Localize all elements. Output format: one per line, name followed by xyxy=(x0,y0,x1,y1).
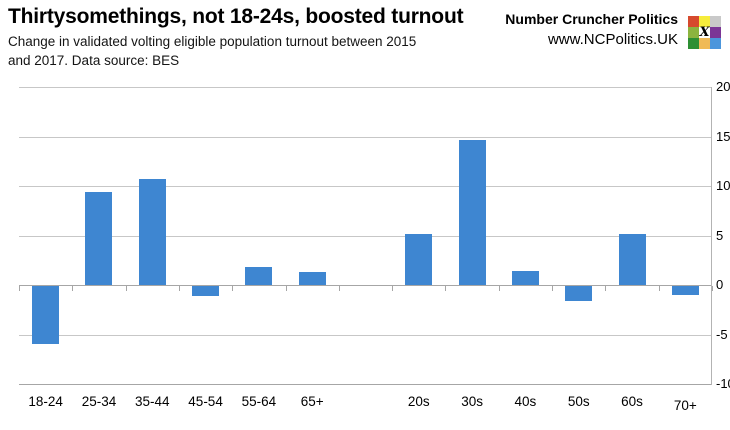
x-axis-tick-11 xyxy=(605,286,607,291)
gridline-15 xyxy=(19,136,712,138)
logo-cell-6 xyxy=(688,38,699,49)
gridline--10 xyxy=(19,384,712,385)
x-axis-label-20s: 20s xyxy=(407,394,430,409)
y-axis-label-5: 5 xyxy=(716,227,724,243)
bar-30s xyxy=(458,140,486,285)
bar-60s xyxy=(618,233,646,285)
x-axis-label-50s: 50s xyxy=(567,394,590,409)
y-axis-label-15: 15 xyxy=(716,128,730,144)
y-axis-label-0: 0 xyxy=(716,277,724,292)
bar-50s xyxy=(565,286,593,301)
brand-logo: X xyxy=(688,16,721,49)
x-axis-label-70+: 70+ xyxy=(673,398,697,413)
x-axis-label-18-24: 18-24 xyxy=(28,394,63,409)
x-axis-tick-0 xyxy=(19,286,20,291)
gridline-10 xyxy=(19,186,712,187)
bar-18-24 xyxy=(32,286,60,345)
bar-45-54 xyxy=(192,286,220,296)
y-axis-label-10: 10 xyxy=(716,178,730,193)
y-axis-line xyxy=(711,87,712,385)
bar-25-34 xyxy=(85,191,113,285)
y-axis-label-20: 20 xyxy=(716,79,730,94)
zero-axis xyxy=(19,285,712,286)
x-axis-tick-10 xyxy=(552,286,554,291)
logo-cell-3 xyxy=(688,27,699,38)
logo-cell-2 xyxy=(710,16,721,27)
page-subtitle-line2: and 2017. Data source: BES xyxy=(8,52,180,68)
page-title: Thirtysomethings, not 18-24s, boosted tu… xyxy=(8,5,464,28)
x-axis-tick-9 xyxy=(498,286,500,291)
x-axis-label-45-54: 45-54 xyxy=(188,394,223,409)
x-axis-label-40s: 40s xyxy=(514,394,537,409)
logo-x: X xyxy=(699,25,710,40)
y-axis-label--5: -5 xyxy=(716,326,728,342)
x-axis-tick-1 xyxy=(72,286,74,291)
gridline--5 xyxy=(19,334,712,336)
gridline-20 xyxy=(19,87,712,88)
bar-35-44 xyxy=(138,179,166,285)
x-axis-label-55-64: 55-64 xyxy=(241,394,277,409)
x-axis-tick-3 xyxy=(178,286,180,291)
x-axis-label-65+: 65+ xyxy=(300,394,324,409)
gridline-5 xyxy=(19,235,712,237)
x-axis-tick-4 xyxy=(232,286,234,291)
page-subtitle-line1: Change in validated volting eligible pop… xyxy=(8,34,417,49)
x-axis-tick-6 xyxy=(338,286,340,291)
brand-name: Number Cruncher Politics xyxy=(505,11,678,27)
x-axis-tick-2 xyxy=(125,286,127,291)
bar-70+ xyxy=(671,286,699,295)
bar-65+ xyxy=(298,272,326,285)
x-axis-tick-8 xyxy=(445,286,447,291)
page-subtitle: Change in validated volting eligible pop… xyxy=(8,33,416,70)
bar-20s xyxy=(405,233,433,285)
logo-cell-0 xyxy=(688,16,699,27)
x-axis-tick-13 xyxy=(712,286,713,291)
logo-cell-8 xyxy=(710,38,721,49)
bar-55-64 xyxy=(245,267,273,285)
brand-url: www.NCPolitics.UK xyxy=(547,31,678,48)
x-axis-label-25-34: 25-34 xyxy=(81,394,117,409)
x-axis-label-60s: 60s xyxy=(621,394,643,409)
x-axis-label-35-44: 35-44 xyxy=(135,394,170,409)
x-axis-tick-7 xyxy=(392,286,394,291)
logo-cell-4: X xyxy=(699,25,710,40)
bar-40s xyxy=(511,271,539,285)
chart-area: 20 15 10 5 0 -5 -10 18-24 25-34 35-44 45-54 55-64 65… xyxy=(0,79,730,430)
x-axis-label-30s: 30s xyxy=(461,394,483,409)
y-axis-label--10: -10 xyxy=(716,376,730,391)
logo-cell-7 xyxy=(699,38,710,49)
x-axis-tick-12 xyxy=(658,286,660,291)
logo-cell-5 xyxy=(710,27,721,38)
x-axis-tick-5 xyxy=(285,286,287,291)
logo-cell-1 xyxy=(699,16,710,27)
